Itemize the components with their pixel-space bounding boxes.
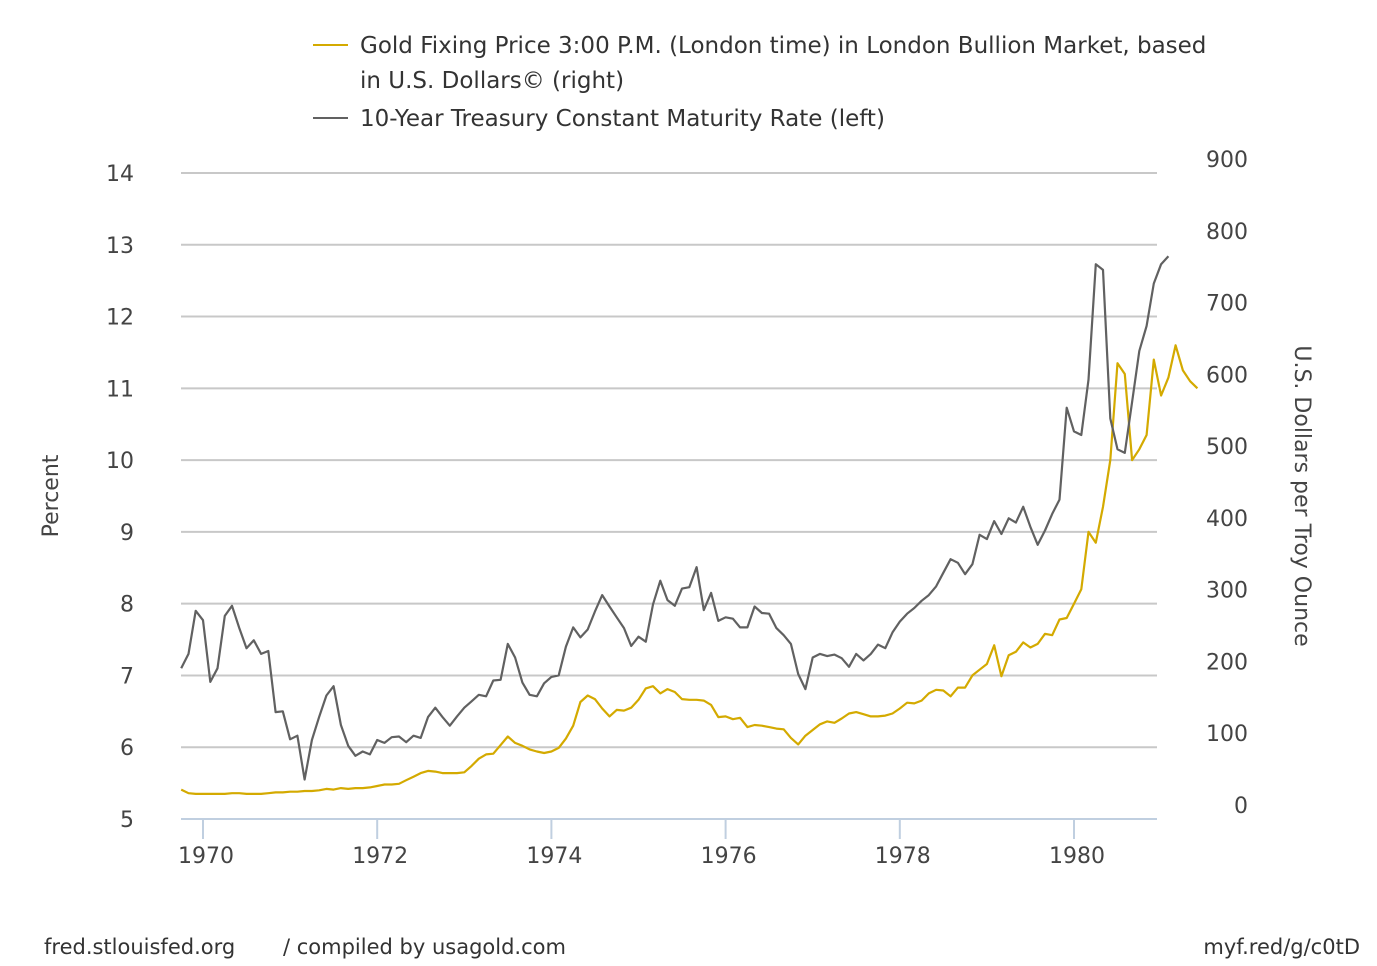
left-tick-label: 5 <box>120 808 134 833</box>
legend-label-gold-line2: in U.S. Dollars© (right) <box>360 68 624 94</box>
footer-compiled-by: / compiled by usagold.com <box>283 935 566 959</box>
legend-label-gold-line1: Gold Fixing Price 3:00 P.M. (London time… <box>360 33 1206 59</box>
legend-label-treasury: 10-Year Treasury Constant Maturity Rate … <box>360 106 885 132</box>
left-tick-label: 14 <box>106 162 134 187</box>
right-axis-ticks: 0 100 200 300 400 500 600 700 800 900 <box>1206 148 1248 819</box>
series-line-10yr-treasury <box>180 255 1170 781</box>
x-tick-label: 1972 <box>352 844 408 869</box>
left-tick-label: 12 <box>106 306 134 331</box>
left-tick-label: 6 <box>120 736 134 761</box>
legend: Gold Fixing Price 3:00 P.M. (London time… <box>313 33 1206 132</box>
x-axis-ticks: 1970 1972 1974 1976 1978 1980 <box>178 819 1105 869</box>
right-tick-label: 900 <box>1206 148 1248 173</box>
right-tick-label: 300 <box>1206 579 1248 604</box>
series-layer <box>180 255 1199 796</box>
left-axis-ticks: 5 6 7 8 9 10 11 12 13 14 <box>106 162 134 833</box>
right-tick-label: 800 <box>1206 220 1248 245</box>
series-line-gold-price <box>180 344 1199 796</box>
x-tick-label: 1970 <box>178 844 234 869</box>
right-tick-label: 200 <box>1206 650 1248 675</box>
left-axis-title: Percent <box>39 454 64 537</box>
right-axis-title: U.S. Dollars per Troy Ounce <box>1289 345 1314 646</box>
right-tick-label: 700 <box>1206 292 1248 317</box>
right-tick-label: 500 <box>1206 435 1248 460</box>
left-tick-label: 11 <box>106 377 134 402</box>
right-tick-label: 400 <box>1206 507 1248 532</box>
left-tick-label: 13 <box>106 234 134 259</box>
footer-short-url: myf.red/g/c0tD <box>1203 935 1360 959</box>
right-tick-label: 0 <box>1234 794 1248 819</box>
x-tick-label: 1974 <box>526 844 582 869</box>
left-tick-label: 10 <box>106 449 134 474</box>
gridlines <box>181 172 1157 749</box>
right-tick-label: 100 <box>1206 722 1248 747</box>
footer-source: fred.stlouisfed.org <box>44 935 235 959</box>
x-tick-label: 1980 <box>1049 844 1105 869</box>
left-tick-label: 8 <box>120 593 134 618</box>
left-tick-label: 9 <box>120 521 134 546</box>
x-tick-label: 1978 <box>875 844 931 869</box>
right-tick-label: 600 <box>1206 363 1248 388</box>
left-tick-label: 7 <box>120 664 134 689</box>
x-tick-label: 1976 <box>701 844 757 869</box>
